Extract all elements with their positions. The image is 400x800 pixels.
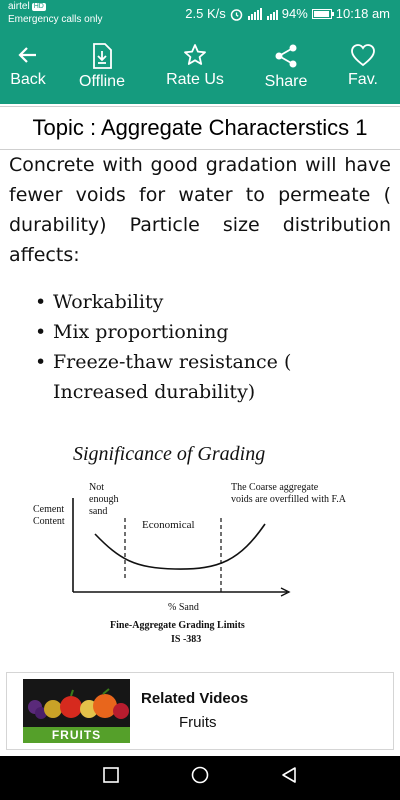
circle-icon[interactable] <box>190 766 210 786</box>
signal-icon <box>247 8 262 20</box>
network-speed: 2.5 K/s <box>185 6 226 21</box>
fav-button[interactable]: Fav. <box>340 30 386 104</box>
status-bar: airtel HD Emergency calls only 2.5 K/s 94… <box>0 0 400 30</box>
triangle-icon[interactable] <box>280 766 298 784</box>
middle-note: Economical <box>142 519 195 531</box>
fav-label: Fav. <box>348 71 378 88</box>
share-label: Share <box>264 73 308 90</box>
bullet-item: Mix proportioning <box>10 317 390 347</box>
x-axis-label: % Sand <box>168 602 199 613</box>
left-note-3: sand <box>89 506 107 517</box>
x-axis-arrow <box>280 587 291 597</box>
rate-us-label: Rate Us <box>166 71 224 88</box>
clock: 10:18 am <box>335 6 390 21</box>
left-note-2: enough <box>89 494 118 505</box>
left-note-1: Not <box>89 482 104 493</box>
related-subtitle: Fruits <box>179 714 217 731</box>
related-videos-card[interactable]: FRUITS Related Videos Fruits <box>6 672 394 750</box>
topic-header: Topic : Aggregate Characterstics 1 <box>0 106 400 150</box>
right-note-1: The Coarse aggregate <box>231 482 319 493</box>
alarm-icon <box>230 8 243 21</box>
figure-caption-1: Fine-Aggregate Grading Limits <box>110 620 245 631</box>
signal-2-icon <box>266 8 278 20</box>
grading-figure: Significance of Grading Cement Content N… <box>33 443 347 645</box>
grading-curve <box>94 523 266 570</box>
bullet-item: Workability <box>10 287 390 317</box>
carrier: airtel HD <box>8 1 46 13</box>
video-thumbnail[interactable]: FRUITS <box>23 679 130 743</box>
hd-badge: HD <box>31 3 46 11</box>
emergency-text: Emergency calls only <box>8 14 103 25</box>
back-button[interactable]: Back <box>0 30 56 104</box>
system-nav-bar <box>0 756 400 800</box>
y-axis-label-1: Cement <box>33 504 64 515</box>
rate-us-button[interactable]: Rate Us <box>162 30 228 104</box>
status-right: 2.5 K/s 94% 10:18 am <box>181 6 390 22</box>
right-note-2: voids are overfilled with F.A <box>231 494 347 505</box>
content-paragraph: Concrete with good gradation will have f… <box>9 154 391 266</box>
download-doc-icon <box>93 43 112 69</box>
thumbnail-label: FRUITS <box>23 727 130 743</box>
heart-icon <box>351 44 375 67</box>
related-title: Related Videos <box>141 690 249 707</box>
carrier-name: airtel <box>8 1 30 12</box>
figure-title: Significance of Grading <box>73 443 265 465</box>
y-axis-label-2: Content <box>33 516 65 527</box>
toolbar: Back Offline Rate Us Share Fav. <box>0 30 400 104</box>
share-icon <box>275 44 297 68</box>
offline-label: Offline <box>79 73 125 90</box>
back-label: Back <box>10 71 46 88</box>
square-icon[interactable] <box>102 766 120 784</box>
battery-percent: 94% <box>281 6 308 21</box>
share-button[interactable]: Share <box>260 30 312 104</box>
offline-button[interactable]: Offline <box>72 30 132 104</box>
bullet-list: Workability Mix proportioning Freeze-tha… <box>10 287 390 407</box>
figure-caption-2: IS -383 <box>171 634 201 645</box>
bullet-item: Freeze-thaw resistance ( Increased durab… <box>10 347 390 407</box>
fruits-image <box>23 679 130 727</box>
topic-title: Topic : Aggregate Characterstics 1 <box>32 115 368 140</box>
arrow-left-icon <box>18 47 36 63</box>
battery-icon <box>311 9 334 19</box>
battery-fill <box>313 11 329 17</box>
star-icon <box>184 44 206 65</box>
